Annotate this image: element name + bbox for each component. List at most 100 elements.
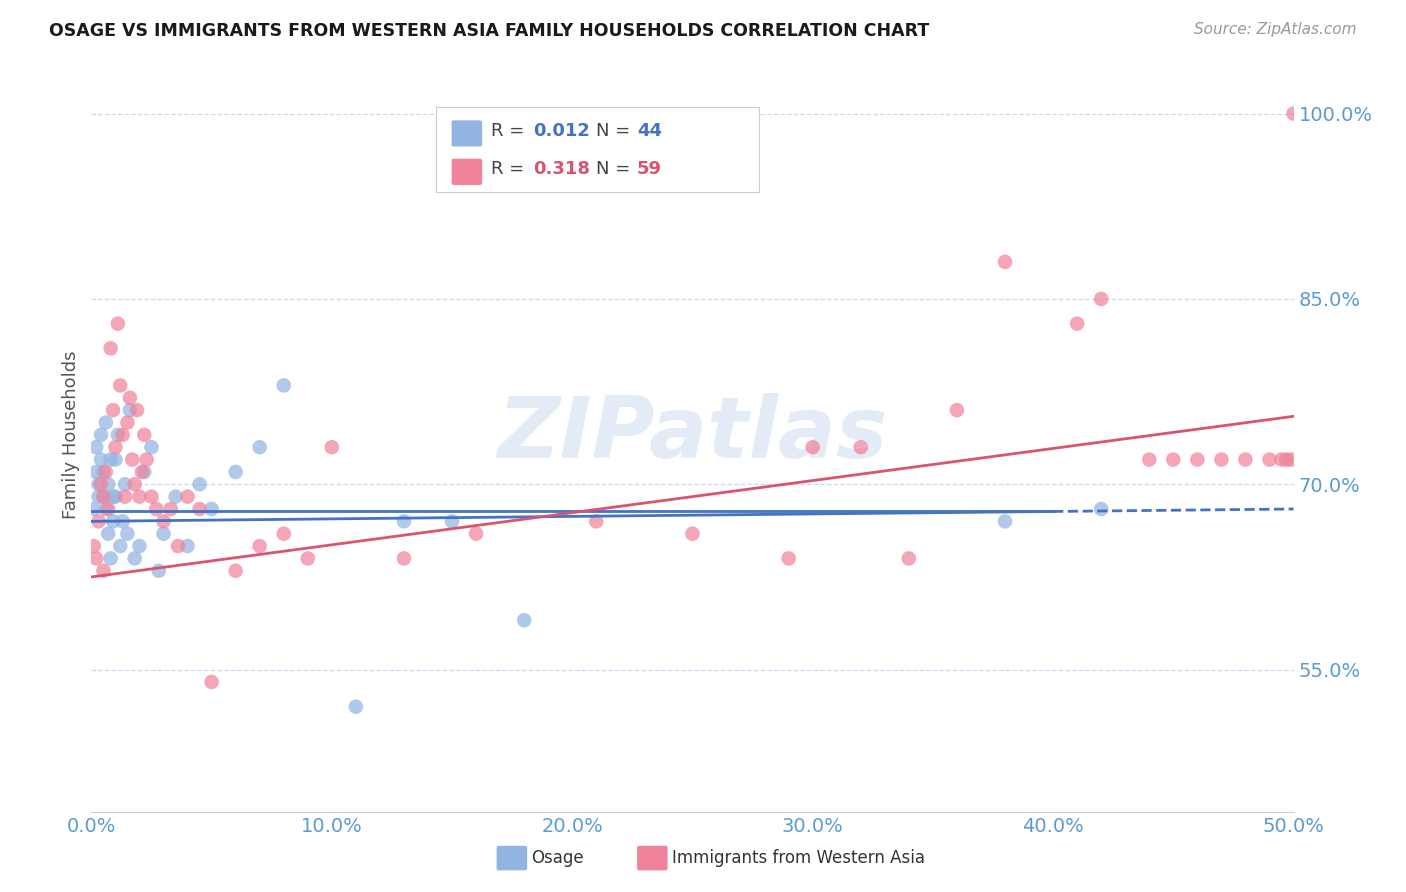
Point [1275,452,1298,467]
Point [513,613,536,627]
Text: ZIPatlas: ZIPatlas [498,393,887,476]
Point [585,514,607,528]
Point [392,551,415,566]
Point [273,526,295,541]
Text: N =: N = [596,161,636,178]
Point [994,255,1017,269]
Point [101,514,124,528]
Point [297,551,319,566]
Point [90,452,112,467]
Text: R =: R = [491,161,530,178]
Point [84,551,107,566]
Point [104,452,127,467]
Point [1161,452,1184,467]
Point [801,440,824,454]
Point [273,378,295,392]
Point [167,539,190,553]
Point [93,490,115,504]
Point [87,490,110,504]
Point [188,477,211,491]
Point [1090,292,1112,306]
Point [87,477,110,491]
Point [778,551,800,566]
Point [1258,452,1281,467]
Text: Osage: Osage [531,849,583,867]
Point [465,526,488,541]
Point [994,514,1017,528]
Point [225,465,247,479]
Text: Immigrants from Western Asia: Immigrants from Western Asia [672,849,925,867]
Point [118,391,141,405]
Point [84,440,107,454]
Point [134,465,156,479]
Point [83,539,105,553]
Point [134,428,156,442]
Point [1137,452,1160,467]
Point [124,551,146,566]
Y-axis label: Family Households: Family Households [62,351,80,519]
Point [1282,106,1305,120]
Point [121,452,143,467]
Point [1279,452,1302,467]
Point [94,502,117,516]
Point [225,564,247,578]
Point [101,403,124,417]
Point [148,564,170,578]
Point [94,416,117,430]
Point [152,514,174,528]
Point [681,526,703,541]
Point [93,564,115,578]
Point [118,403,141,417]
Point [100,342,122,356]
Point [1066,317,1088,331]
Point [249,539,271,553]
Point [100,551,122,566]
Point [176,539,198,553]
Point [97,502,120,516]
Point [104,440,127,454]
Point [110,378,132,392]
Point [201,675,224,690]
Point [111,514,134,528]
Point [392,514,415,528]
Point [145,502,167,516]
Point [114,477,136,491]
Point [83,502,105,516]
Text: Source: ZipAtlas.com: Source: ZipAtlas.com [1194,22,1357,37]
Point [128,539,150,553]
Point [1234,452,1257,467]
Point [849,440,872,454]
Text: OSAGE VS IMMIGRANTS FROM WESTERN ASIA FAMILY HOUSEHOLDS CORRELATION CHART: OSAGE VS IMMIGRANTS FROM WESTERN ASIA FA… [49,22,929,40]
Point [201,502,224,516]
Point [344,699,367,714]
Text: 0.318: 0.318 [533,161,591,178]
Point [1090,502,1112,516]
Point [128,490,150,504]
Point [321,440,343,454]
Point [159,502,181,516]
Point [94,465,117,479]
Point [141,490,163,504]
Text: 44: 44 [637,122,662,140]
Point [131,465,153,479]
Point [111,428,134,442]
Point [100,452,122,467]
Point [124,477,146,491]
Point [117,526,139,541]
Point [97,526,120,541]
Point [165,490,187,504]
Point [114,490,136,504]
Point [1211,452,1233,467]
Point [93,490,115,504]
Text: N =: N = [596,122,636,140]
Text: R =: R = [491,122,530,140]
Point [141,440,163,454]
Point [93,465,115,479]
Point [101,490,124,504]
Point [152,526,174,541]
Point [176,490,198,504]
Point [87,514,110,528]
Point [107,317,129,331]
Point [249,440,271,454]
Point [90,477,112,491]
